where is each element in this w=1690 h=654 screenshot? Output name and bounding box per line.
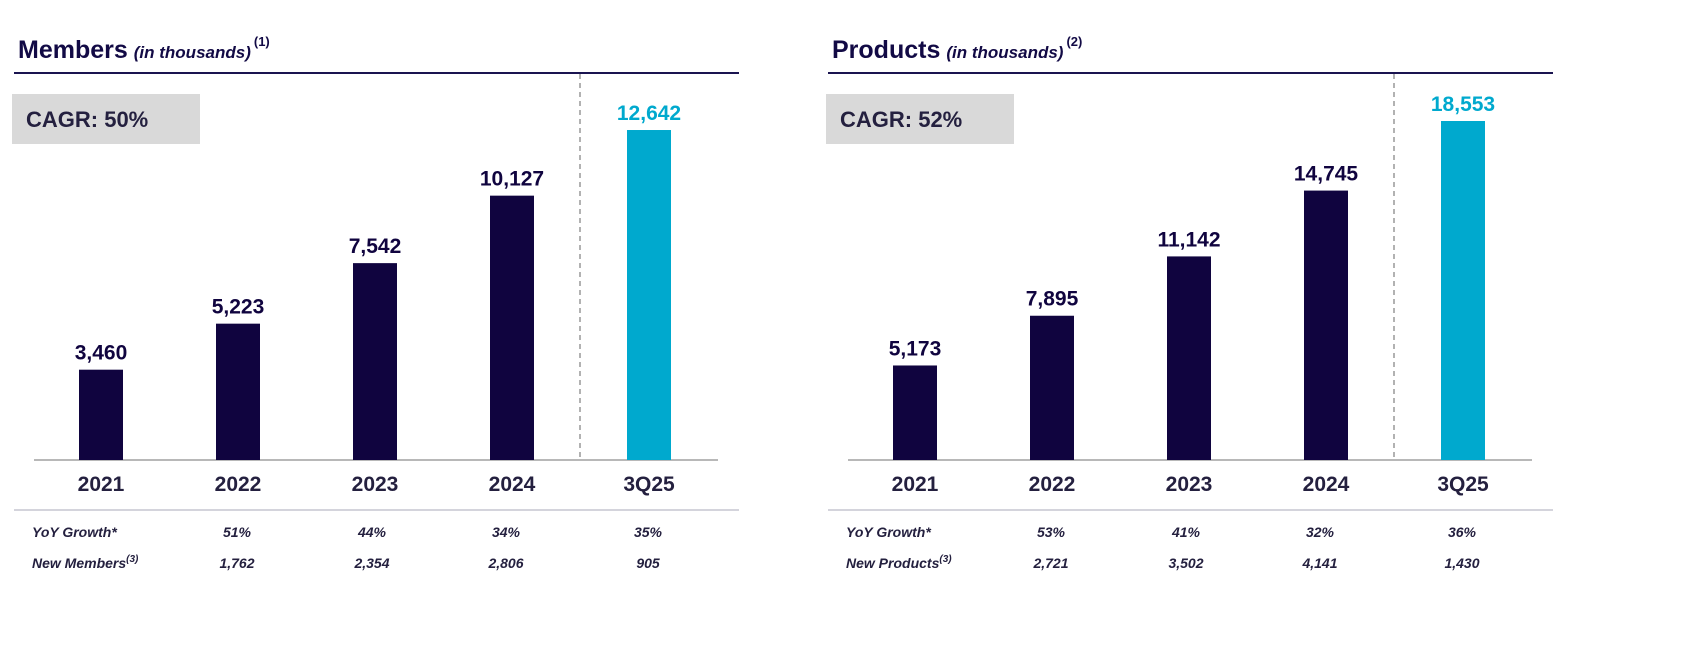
bar-value-label: 18,553 — [1431, 93, 1495, 116]
table-cell: 32% — [1306, 524, 1335, 540]
table-cell: 53% — [1037, 524, 1066, 540]
x-tick-label: 3Q25 — [1437, 473, 1489, 496]
table-row-label-text: YoY Growth* — [846, 524, 931, 540]
chart-title-units: (in thousands) — [134, 43, 251, 62]
x-tick-label: 2023 — [1166, 473, 1213, 496]
chart-members: Members (in thousands)(1) CAGR: 50% 3,460 20… — [12, 34, 739, 571]
table-cell: 1,430 — [1444, 555, 1479, 571]
bar-2023 — [1167, 256, 1211, 460]
table-row-label-text: YoY Growth* — [32, 524, 117, 540]
table-row-label-text: New Products — [846, 555, 940, 571]
cagr-label: CAGR: 50% — [26, 107, 148, 132]
table-row-label-text: New Members — [32, 555, 126, 571]
bar-2021 — [893, 365, 937, 460]
chart-title: Products (in thousands)(2) — [832, 34, 1082, 64]
bar-value-label: 5,223 — [212, 296, 265, 319]
bar-value-label: 11,142 — [1157, 228, 1220, 251]
x-tick-label: 2021 — [78, 473, 125, 496]
table-cell: 44% — [357, 524, 387, 540]
table-cell: 41% — [1171, 524, 1201, 540]
x-tick-label: 2021 — [892, 473, 939, 496]
x-tick-label: 2024 — [1303, 473, 1350, 496]
table-cell: 1,762 — [219, 555, 254, 571]
table-cell: 36% — [1448, 524, 1477, 540]
table-cell: 905 — [636, 555, 660, 571]
bar-value-label: 7,895 — [1026, 288, 1079, 311]
bar-value-label: 12,642 — [617, 102, 681, 125]
chart-title-footnote: (1) — [254, 34, 270, 49]
bar-2022 — [216, 323, 260, 460]
bar-value-label: 5,173 — [889, 337, 942, 360]
x-tick-label: 2024 — [489, 473, 536, 496]
x-tick-label: 3Q25 — [623, 473, 675, 496]
table-row-footnote: (3) — [939, 554, 952, 565]
chart-products: Products (in thousands)(2) CAGR: 52% 5,173 2… — [826, 34, 1553, 571]
table-cell: 34% — [492, 524, 521, 540]
chart-title-footnote: (2) — [1066, 34, 1082, 49]
chart-title: Members (in thousands)(1) — [18, 34, 270, 64]
bar-2024 — [1304, 190, 1348, 461]
table-row-label: New Members(3) — [32, 554, 139, 571]
table-row-label: YoY Growth* — [32, 524, 117, 540]
table-cell: 51% — [223, 524, 252, 540]
table-cell: 2,721 — [1032, 555, 1068, 571]
x-tick-label: 2022 — [215, 473, 262, 496]
bar-value-label: 3,460 — [75, 342, 128, 365]
table-cell: 4,141 — [1301, 555, 1337, 571]
table-row-footnote: (3) — [126, 554, 139, 565]
chart-title-main: Products — [832, 36, 940, 64]
bar-3q25 — [627, 130, 671, 461]
cagr-badge — [826, 94, 1014, 144]
table-cell: 3,502 — [1168, 555, 1203, 571]
table-cell: 2,806 — [487, 555, 523, 571]
bar-2024 — [490, 195, 534, 460]
bar-2022 — [1030, 315, 1074, 460]
table-cell: 35% — [634, 524, 663, 540]
cagr-label: CAGR: 52% — [840, 107, 962, 132]
bar-3q25 — [1441, 121, 1485, 460]
table-row-label: New Products(3) — [846, 554, 952, 571]
bar-value-label: 14,745 — [1294, 163, 1359, 186]
x-tick-label: 2023 — [352, 473, 399, 496]
cagr-badge — [12, 94, 200, 144]
table-row-label: YoY Growth* — [846, 524, 931, 540]
bar-2023 — [353, 263, 397, 460]
bar-2021 — [79, 369, 123, 460]
chart-title-main: Members — [18, 36, 128, 64]
bar-value-label: 7,542 — [349, 235, 402, 258]
chart-title-units: (in thousands) — [946, 43, 1063, 62]
table-cell: 2,354 — [353, 555, 389, 571]
bar-value-label: 10,127 — [480, 168, 544, 191]
x-tick-label: 2022 — [1029, 473, 1076, 496]
